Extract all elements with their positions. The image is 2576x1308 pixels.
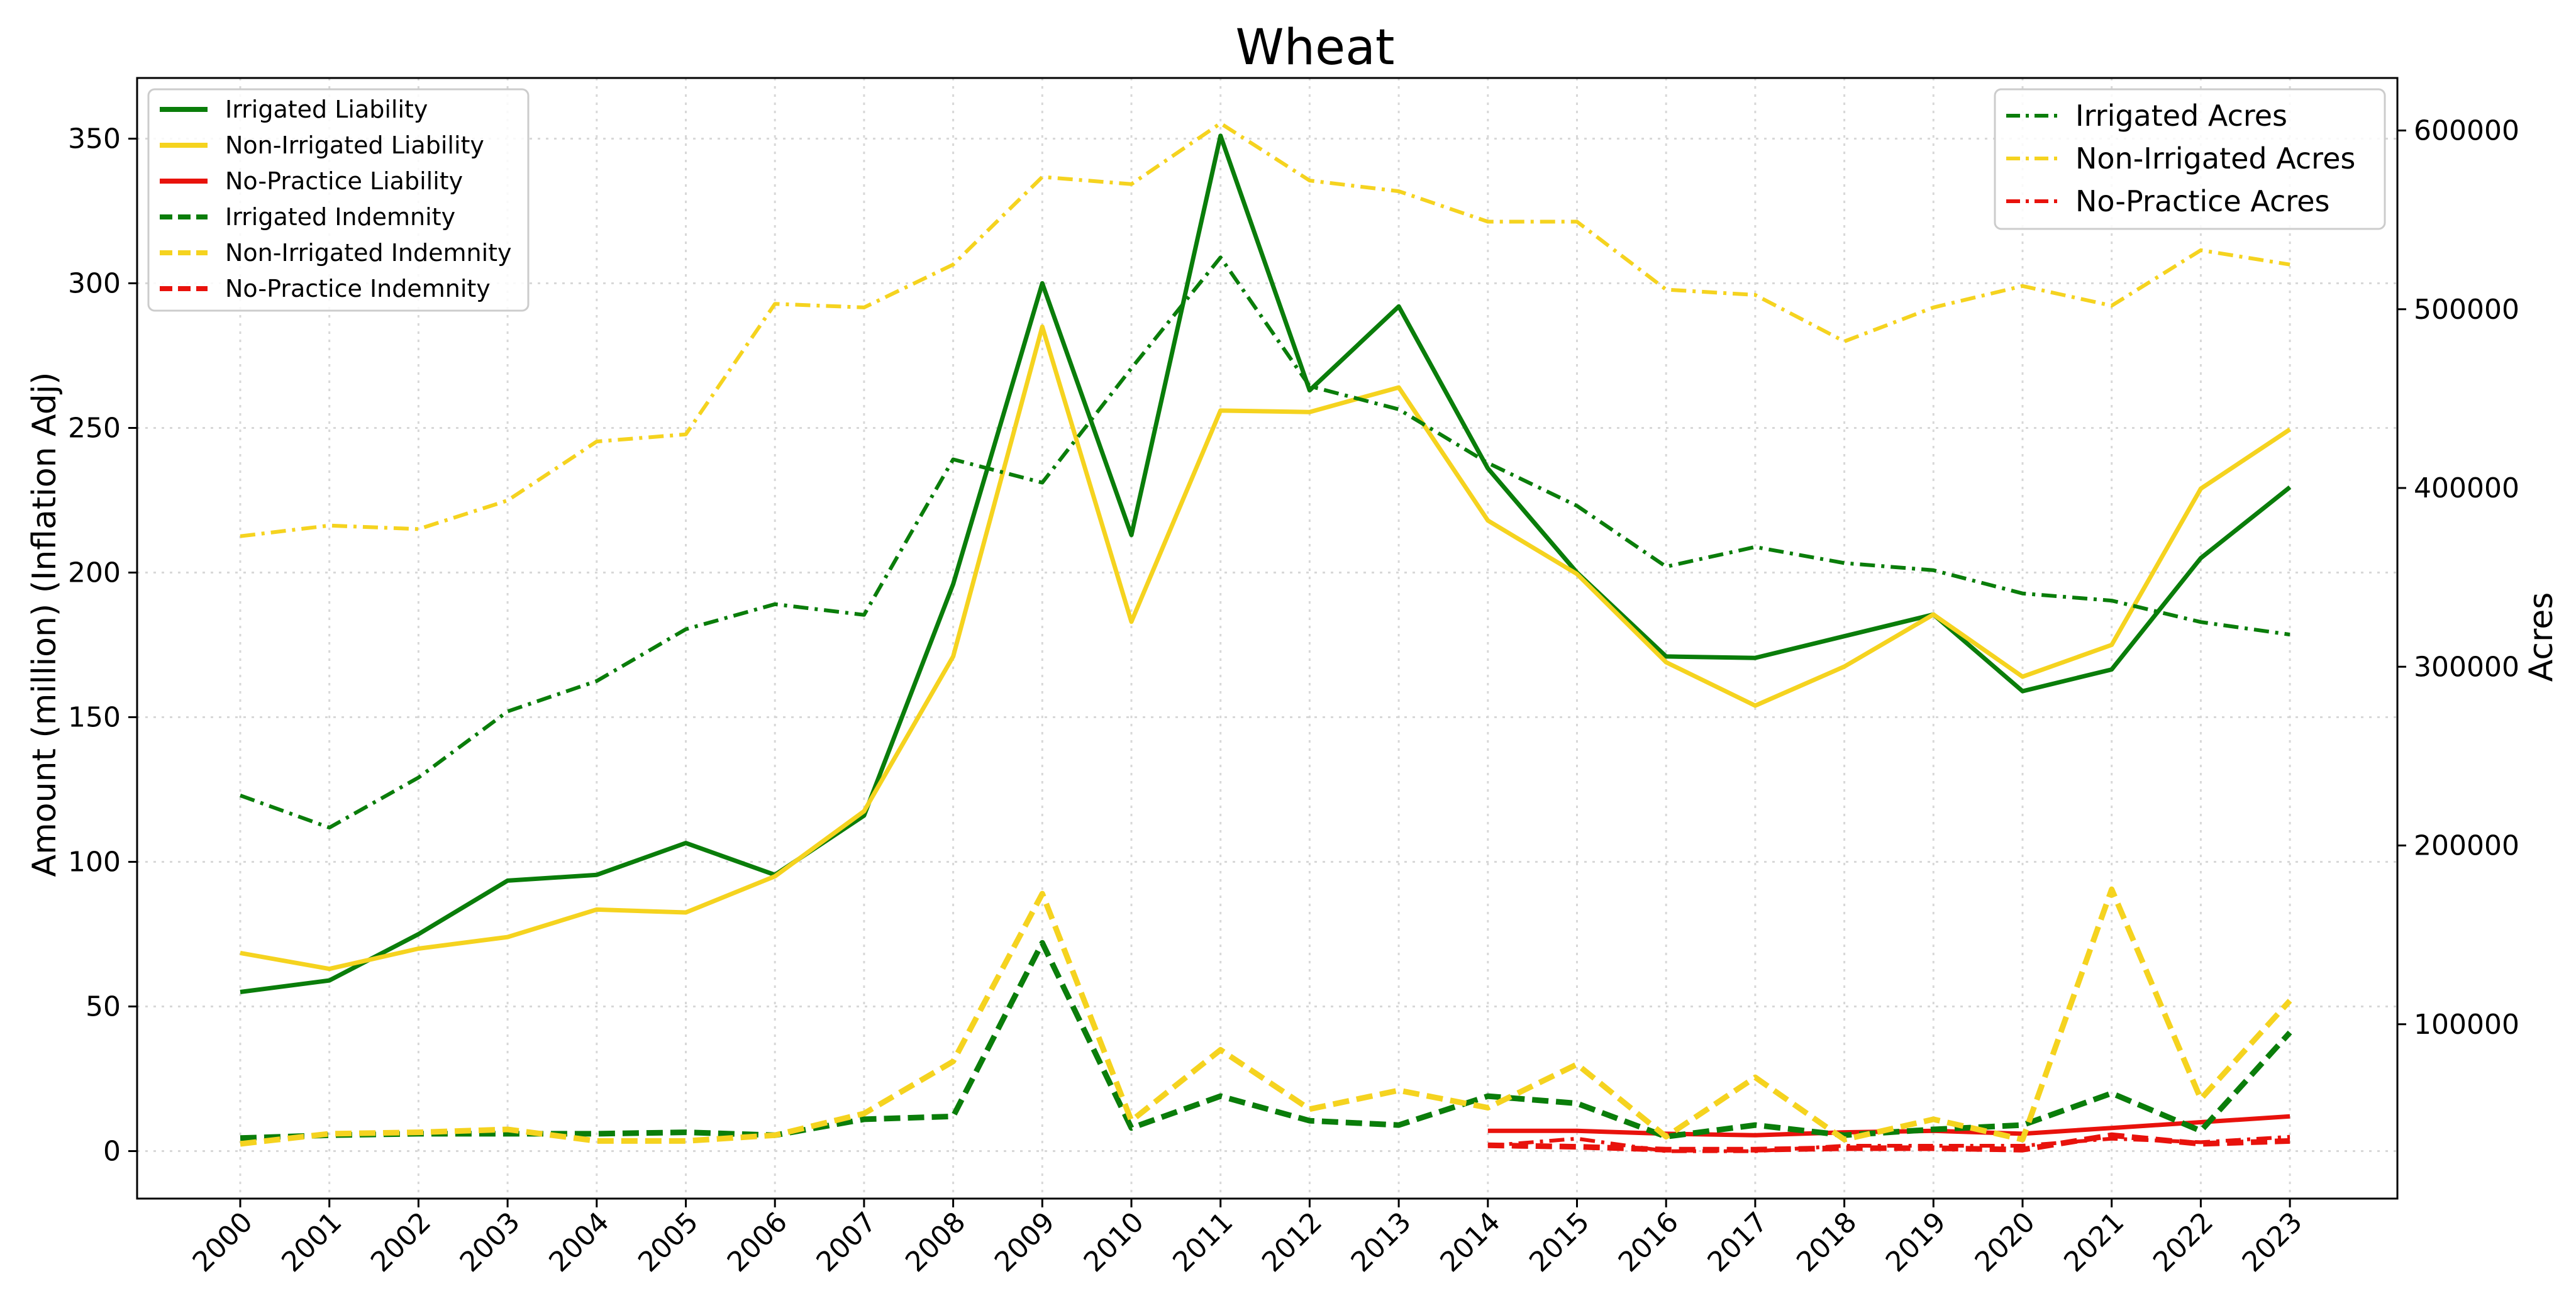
y-tick-label-right: 500000 — [2414, 294, 2519, 326]
y-tick-label-left: 50 — [86, 991, 121, 1023]
chart-title: Wheat — [1236, 19, 1395, 76]
legend-label-irrigated-indemnity: Irrigated Indemnity — [225, 203, 455, 231]
y-tick-label-right: 600000 — [2414, 115, 2519, 147]
legend-frame — [1994, 88, 2386, 230]
series-group — [239, 121, 2292, 1153]
series-line-non-irrigated-indemnity — [240, 886, 2292, 1147]
y-tick-label-right: 200000 — [2414, 830, 2519, 862]
y-tick-label-left: 300 — [68, 268, 121, 300]
series-line-no-practice-acres — [1487, 1134, 2290, 1153]
y-tick-label-left: 0 — [103, 1136, 121, 1168]
series-line-irrigated-indemnity — [240, 939, 2292, 1141]
legend-left: Irrigated Liability Non-Irrigated Liabili… — [147, 88, 530, 312]
series-non-irrigated-indemnity — [240, 886, 2292, 1147]
y-axis-label-left: Amount (million) (Inflation Adj) — [26, 372, 64, 877]
legend-label-no-practice-acres: No-Practice Acres — [2075, 184, 2329, 218]
y-tick-label-right: 400000 — [2414, 472, 2519, 504]
legend-label-non-irrigated-acres: Non-Irrigated Acres — [2075, 141, 2355, 175]
grid — [137, 78, 2397, 1199]
y-tick-label-left: 100 — [68, 846, 121, 878]
legend-label-no-practice-liability: No-Practice Liability — [225, 167, 463, 195]
y-axis-label-right: Acres — [2523, 592, 2560, 682]
y-tick-label-left: 350 — [68, 123, 121, 155]
series-no-practice-acres — [1487, 1134, 2290, 1153]
y-tick-label-left: 200 — [68, 557, 121, 589]
series-line-non-irrigated-acres — [240, 121, 2290, 538]
series-line-non-irrigated-liability — [240, 324, 2292, 972]
y-tick-label-left: 250 — [68, 413, 121, 445]
y-tick-label-left: 150 — [68, 702, 121, 734]
y-tick-label-right: 100000 — [2414, 1009, 2519, 1041]
legend-label-non-irrigated-liability: Non-Irrigated Liability — [225, 131, 484, 159]
y-tick-label-right: 300000 — [2414, 651, 2519, 683]
legend-label-irrigated-acres: Irrigated Acres — [2075, 99, 2287, 133]
legend-label-no-practice-indemnity: No-Practice Indemnity — [225, 275, 491, 302]
legend-right: Irrigated Acres Non-Irrigated Acres No-Pra… — [1994, 88, 2386, 230]
legend-label-irrigated-liability: Irrigated Liability — [225, 96, 428, 123]
series-non-irrigated-liability — [240, 324, 2292, 972]
legend-frame — [147, 88, 530, 312]
legend-label-non-irrigated-indemnity: Non-Irrigated Indemnity — [225, 239, 512, 267]
series-irrigated-indemnity — [240, 939, 2292, 1141]
series-non-irrigated-acres — [240, 121, 2290, 538]
plot-frame — [136, 77, 2399, 1200]
